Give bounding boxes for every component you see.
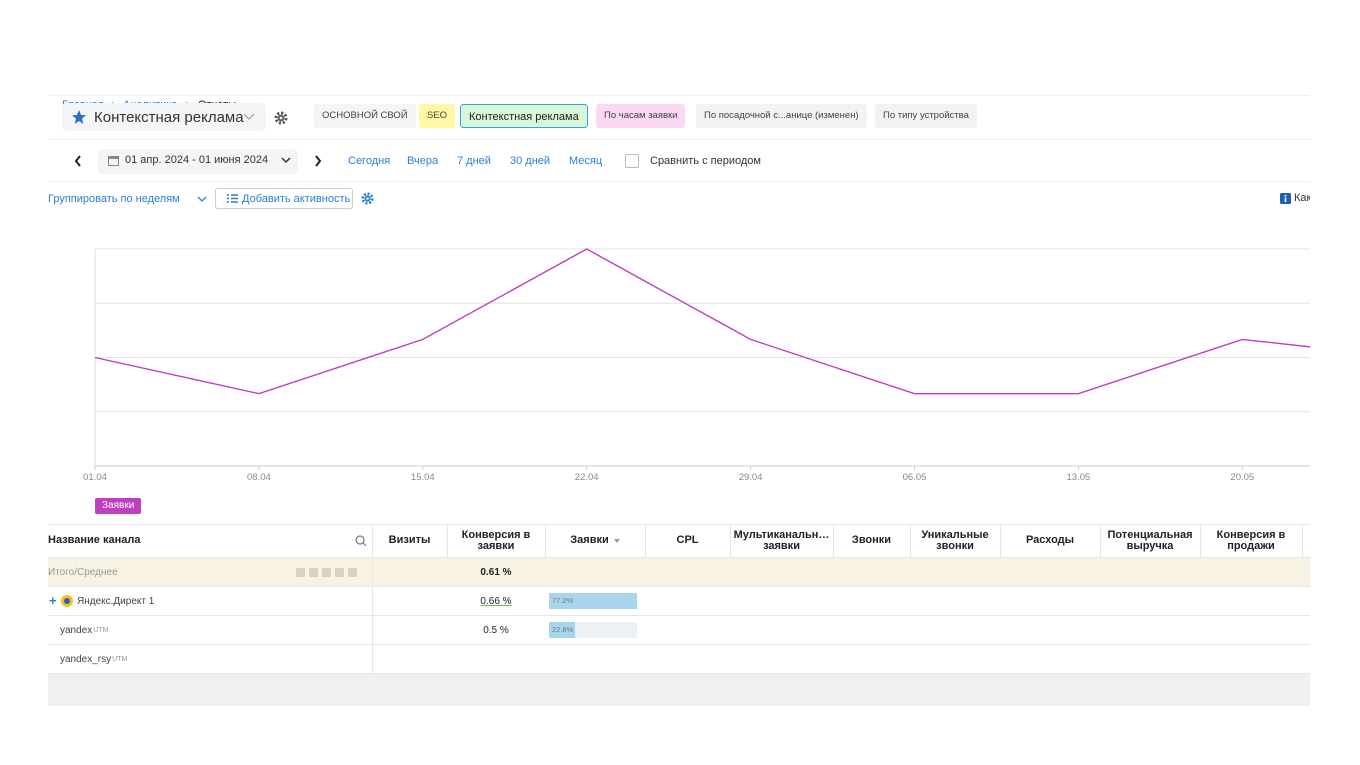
- column-header[interactable]: Расходы: [1000, 524, 1100, 557]
- x-tick-label: 01.04: [83, 472, 107, 483]
- column-separator: [910, 524, 911, 557]
- column-header[interactable]: Визиты: [372, 524, 447, 557]
- column-header[interactable]: CPL: [645, 524, 730, 557]
- yandex-icon-mark: [64, 598, 70, 604]
- column-separator: [645, 524, 646, 557]
- column-separator: [730, 524, 731, 557]
- yandex-icon: [61, 595, 73, 607]
- tool-icon[interactable]: [309, 568, 318, 577]
- table-row: [48, 616, 1310, 645]
- tool-icon[interactable]: [296, 568, 305, 577]
- expand-icon[interactable]: +: [49, 594, 57, 607]
- column-header[interactable]: Звонки: [833, 524, 910, 557]
- x-tick-label: 13.05: [1067, 472, 1091, 483]
- column-header[interactable]: Мультиканальн… заявки: [730, 524, 833, 557]
- column-separator: [833, 524, 834, 557]
- x-tick-label: 20.05: [1230, 472, 1254, 483]
- share-label: 22.8%: [552, 625, 573, 635]
- row-tools: [296, 568, 364, 577]
- column-separator: [372, 524, 373, 557]
- legend-item[interactable]: Заявки: [95, 498, 141, 514]
- column-separator: [372, 558, 373, 587]
- column-separator: [372, 587, 373, 616]
- column-header[interactable]: Конверсия в продажи: [1200, 524, 1302, 557]
- x-tick-label: 15.04: [411, 472, 435, 483]
- table-row: [48, 558, 1310, 587]
- chart: 01.04 08.04 15.04 22.04 29.04 06.05 13.05 20.05: [0, 0, 1310, 520]
- column-separator: [372, 645, 373, 674]
- utm-tag: UTM: [112, 656, 127, 663]
- channel-label: yandex: [60, 625, 92, 636]
- share-label: 77.2%: [552, 596, 573, 606]
- channel-label: Итого/Среднее: [48, 567, 118, 578]
- x-tick-label: 08.04: [247, 472, 271, 483]
- channels-table: Название каналаВизитыКонверсия в заявкиЗ…: [48, 524, 1310, 705]
- channel-name[interactable]: yandex_rsyUTM: [60, 645, 127, 674]
- table-footer: [48, 674, 1310, 706]
- table-row: [48, 645, 1310, 674]
- column-separator: [1200, 524, 1201, 557]
- channel-name[interactable]: Яндекс.Директ 1: [77, 587, 154, 616]
- x-tick-label: 22.04: [575, 472, 599, 483]
- column-header[interactable]: Заявки: [545, 524, 645, 557]
- conversion: 0.61 %: [447, 558, 545, 587]
- column-separator: [372, 616, 373, 645]
- conversion[interactable]: 0.66 %: [447, 587, 545, 616]
- x-tick-label: 29.04: [739, 472, 763, 483]
- channel-name[interactable]: yandexUTM: [60, 616, 108, 645]
- channel-label: yandex_rsy: [60, 654, 111, 665]
- column-separator: [1100, 524, 1101, 557]
- column-separator: [1000, 524, 1001, 557]
- column-separator: [545, 524, 546, 557]
- tool-icon[interactable]: [335, 568, 344, 577]
- series-line: [95, 249, 1310, 394]
- sort-icon: [614, 539, 620, 543]
- search-icon[interactable]: [355, 535, 367, 547]
- column-separator: [447, 524, 448, 557]
- conversion: 0.5 %: [447, 616, 545, 645]
- tool-icon[interactable]: [322, 568, 331, 577]
- utm-tag: UTM: [93, 627, 108, 634]
- column-header[interactable]: Название канала: [48, 524, 372, 557]
- channel-label: Яндекс.Директ 1: [77, 596, 154, 607]
- table-row: [48, 587, 1310, 616]
- column-header[interactable]: Потенциальная выручка: [1100, 524, 1200, 557]
- column-header[interactable]: Конверсия в заявки: [447, 524, 545, 557]
- column-separator: [1302, 524, 1303, 557]
- column-header[interactable]: Уникальные звонки: [910, 524, 1000, 557]
- x-tick-label: 06.05: [903, 472, 927, 483]
- channel-name: Итого/Среднее: [48, 558, 118, 587]
- tool-icon[interactable]: [348, 568, 357, 577]
